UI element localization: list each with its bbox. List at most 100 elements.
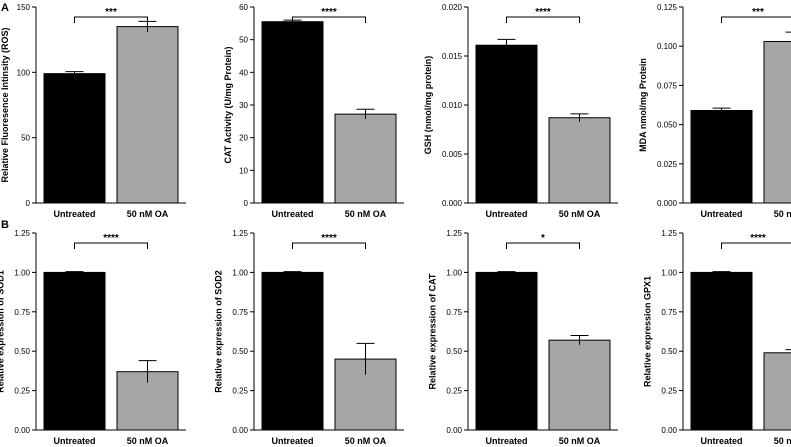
chart-panel-6: 0.00 0.25 0.50 0.75 1.00 1.25 Relative express… [214,229,404,446]
y-tick-label: 0.050 [657,121,678,130]
y-tick-label: 30 [239,101,248,110]
y-tick-label: 150 [17,3,31,12]
y-tick-label: 0 [26,199,31,208]
chart-panel-3: 0.000 0.005 0.010 0.015 0.020 GSH (nmol/mg pr… [423,3,618,219]
y-tick-label: 0 [244,199,249,208]
bar-untreated [43,73,106,204]
y-axis-label: MDA nmol/mg Protein [638,58,648,152]
y-axis-label: Relative expression of SOD1 [0,270,6,393]
significance-bracket [506,16,580,23]
x-category-label: 50 nM OA [345,436,387,446]
significance-bracket [721,16,791,23]
y-axis-label: GSH (nmol/mg protein) [423,56,433,155]
x-category-label: 50 nM OA [774,209,791,219]
y-tick-label: 1.25 [446,229,462,238]
x-category-label: Untreated [53,436,95,446]
y-tick-label: 10 [239,166,248,175]
y-tick-label: 0.025 [657,160,678,169]
x-category-label: 50 nM OA [774,436,791,446]
bar-untreated [690,271,753,431]
y-tick-label: 0.00 [661,426,677,435]
significance-bracket [74,242,148,249]
y-tick-label: 50 [239,36,248,45]
y-tick-label: 0.010 [442,101,463,110]
bar-treated [763,352,791,431]
y-tick-label: 0.50 [446,347,462,356]
y-tick-label: 0.125 [657,3,678,12]
chart-panel-4: 0.000 0.025 0.050 0.075 0.100 0.125 MDA nmol/m… [638,3,791,219]
y-tick-label: 0.50 [661,347,677,356]
x-category-label: Untreated [271,436,313,446]
x-category-label: Untreated [485,436,527,446]
significance-label: **** [750,233,766,244]
bar-treated [548,117,611,204]
y-tick-label: 1.25 [14,229,30,238]
significance-bracket [74,16,148,23]
y-tick-label: 0.25 [446,387,462,396]
bar-treated [763,40,791,204]
significance-label: **** [321,233,337,244]
y-tick-label: 0.015 [442,52,463,61]
y-tick-label: 50 [21,134,30,143]
y-tick-label: 0.00 [446,426,462,435]
y-tick-label: 0.75 [661,308,677,317]
bar-untreated [690,109,753,204]
y-tick-label: 0.25 [661,387,677,396]
bar-treated [334,113,397,204]
significance-bracket [506,242,580,249]
significance-label: **** [103,233,119,244]
y-tick-label: 0.75 [232,308,248,317]
significance-label: * [541,233,545,244]
y-tick-label: 0.100 [657,42,678,51]
y-tick-label: 0.75 [14,308,30,317]
y-tick-label: 1.00 [14,268,30,277]
bar-untreated [261,21,324,204]
panel-label-b: B [1,219,9,231]
x-category-label: Untreated [700,209,742,219]
chart-panel-8: 0.00 0.25 0.50 0.75 1.00 1.25 Relative express… [643,229,791,446]
significance-bracket [292,16,366,23]
x-category-label: Untreated [700,436,742,446]
chart-panel-5: 0.00 0.25 0.50 0.75 1.00 1.25 Relative express… [0,229,186,446]
y-tick-label: 1.00 [661,268,677,277]
chart-panel-7: 0.00 0.25 0.50 0.75 1.00 1.25 Relative express… [428,229,618,446]
y-axis-label: CAT Activity (U/mg Protein) [223,46,233,163]
y-tick-label: 0.075 [657,81,678,90]
x-category-label: 50 nM OA [559,436,601,446]
y-tick-label: 100 [17,68,31,77]
y-axis-label: Relative Fluoresence Intinsity (ROS) [0,27,10,182]
y-tick-label: 1.25 [661,229,677,238]
y-tick-label: 0.005 [442,150,463,159]
y-tick-label: 1.00 [232,268,248,277]
bar-treated [116,26,179,204]
bar-untreated [43,271,106,431]
y-tick-label: 0.00 [14,426,30,435]
y-tick-label: 0.25 [14,387,30,396]
y-tick-label: 1.00 [446,268,462,277]
y-axis-label: Relative expression of SOD2 [214,270,224,393]
y-tick-label: 0.00 [232,426,248,435]
y-tick-label: 0.25 [232,387,248,396]
y-tick-label: 0.50 [14,347,30,356]
significance-label: **** [535,7,551,18]
chart-panel-2: 0 10 20 30 40 50 60 CAT Activity (U/mg Protein)… [223,3,404,219]
significance-bracket [292,242,366,249]
x-category-label: Untreated [53,209,95,219]
y-tick-label: 0.000 [442,199,463,208]
y-tick-label: 1.25 [232,229,248,238]
x-category-label: 50 nM OA [559,209,601,219]
x-category-label: 50 nM OA [127,436,169,446]
y-tick-label: 60 [239,3,248,12]
significance-label: *** [752,7,764,18]
chart-panel-1: 0 50 100 150 Relative Fluoresence Intinsity … [0,3,186,219]
y-tick-label: 40 [239,68,248,77]
significance-bracket [721,242,791,249]
panel-label-a: A [1,2,9,14]
bar-untreated [261,271,324,431]
y-tick-label: 0.020 [442,3,463,12]
bar-treated [548,339,611,431]
y-axis-label: Relative expression GPX1 [643,276,653,387]
y-axis-label: Relative expression of CAT [428,273,438,389]
y-tick-label: 0.50 [232,347,248,356]
